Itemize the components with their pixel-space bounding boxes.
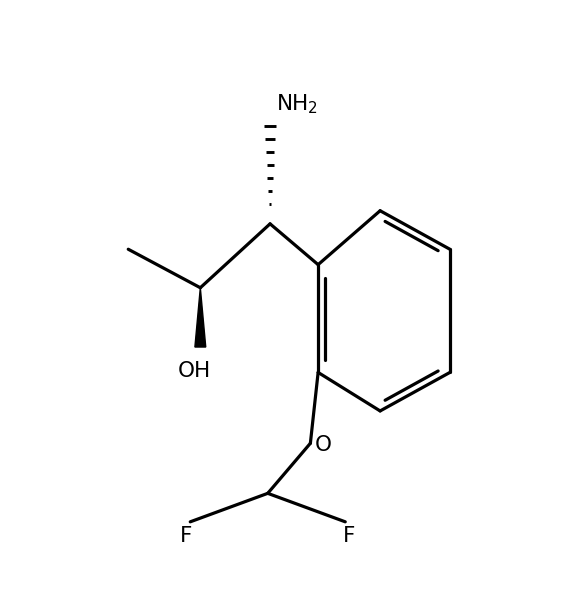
Text: F: F	[343, 526, 355, 546]
Text: OH: OH	[177, 361, 211, 381]
Text: O: O	[315, 435, 332, 455]
Polygon shape	[195, 288, 206, 347]
Text: NH$_2$: NH$_2$	[276, 93, 318, 116]
Text: F: F	[180, 526, 192, 546]
